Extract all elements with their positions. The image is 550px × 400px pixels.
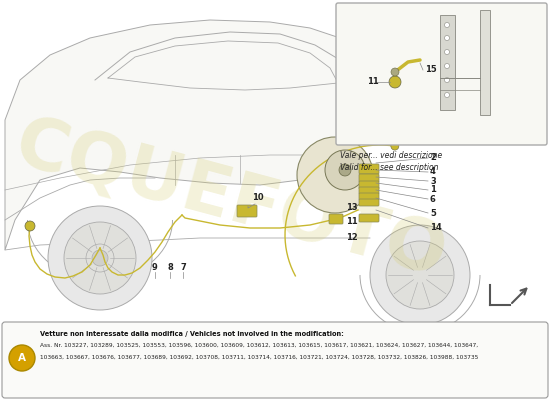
Text: CQUEFOTO: CQUEFOTO: [7, 109, 453, 291]
Circle shape: [9, 345, 35, 371]
FancyBboxPatch shape: [336, 3, 547, 145]
Text: 103663, 103667, 103676, 103677, 103689, 103692, 103708, 103711, 103714, 103716, : 103663, 103667, 103676, 103677, 103689, …: [40, 355, 478, 360]
FancyBboxPatch shape: [359, 164, 379, 174]
Circle shape: [444, 92, 449, 98]
Circle shape: [25, 221, 35, 231]
Text: 11: 11: [346, 218, 358, 226]
Text: 2: 2: [430, 154, 436, 162]
Text: 9: 9: [152, 264, 158, 272]
FancyBboxPatch shape: [359, 187, 379, 194]
Text: Ass. Nr. 103227, 103289, 103525, 103553, 103596, 103600, 103609, 103612, 103613,: Ass. Nr. 103227, 103289, 103525, 103553,…: [40, 343, 478, 348]
Text: 5: 5: [430, 208, 436, 218]
Polygon shape: [480, 10, 490, 115]
Circle shape: [64, 222, 136, 294]
Text: 8: 8: [167, 264, 173, 272]
Text: Vale per... vedi descrizione: Vale per... vedi descrizione: [340, 151, 442, 160]
FancyBboxPatch shape: [359, 193, 379, 200]
Text: 12: 12: [346, 234, 358, 242]
Circle shape: [444, 50, 449, 54]
FancyBboxPatch shape: [359, 199, 379, 206]
Text: 10: 10: [252, 194, 264, 202]
Circle shape: [48, 206, 152, 310]
Text: 15: 15: [425, 66, 437, 74]
Text: A: A: [18, 353, 26, 363]
FancyBboxPatch shape: [329, 214, 343, 224]
Circle shape: [389, 76, 401, 88]
FancyBboxPatch shape: [237, 205, 257, 217]
Circle shape: [444, 78, 449, 82]
Polygon shape: [440, 15, 455, 110]
Text: 3: 3: [430, 176, 436, 186]
FancyBboxPatch shape: [2, 322, 548, 398]
Circle shape: [339, 164, 351, 176]
Text: 4: 4: [430, 168, 436, 176]
Text: Vetture non interessate dalla modifica / Vehicles not involved in the modificati: Vetture non interessate dalla modifica /…: [40, 331, 344, 337]
Text: 6: 6: [430, 194, 436, 204]
Circle shape: [325, 150, 365, 190]
Circle shape: [391, 68, 399, 76]
FancyBboxPatch shape: [359, 181, 379, 189]
FancyBboxPatch shape: [359, 214, 379, 222]
Text: 13: 13: [346, 204, 358, 212]
FancyBboxPatch shape: [359, 174, 379, 182]
Circle shape: [444, 64, 449, 68]
Circle shape: [386, 241, 454, 309]
Circle shape: [297, 137, 373, 213]
Circle shape: [92, 250, 108, 266]
Text: Valid for... see description: Valid for... see description: [340, 163, 438, 172]
Text: 7: 7: [180, 264, 186, 272]
Circle shape: [391, 142, 399, 150]
Text: 11: 11: [367, 78, 379, 86]
Circle shape: [444, 22, 449, 28]
Circle shape: [444, 36, 449, 40]
Polygon shape: [5, 20, 370, 250]
Text: 14: 14: [430, 224, 442, 232]
Text: 1: 1: [430, 186, 436, 194]
Circle shape: [370, 225, 470, 325]
